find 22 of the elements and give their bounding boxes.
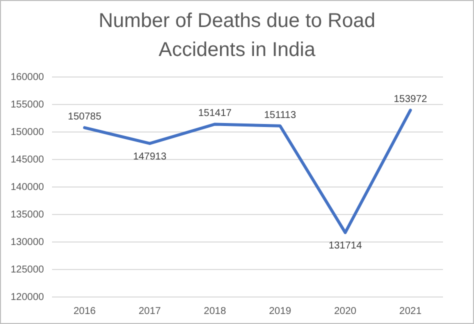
y-tick-label: 160000 [10,72,44,84]
y-tick-label: 140000 [10,182,44,194]
x-tick-label: 2018 [204,306,226,318]
x-tick-label: 2017 [138,306,162,318]
x-tick-label: 2020 [334,306,357,318]
y-tick-label: 145000 [10,154,44,166]
chart-title: Number of Deaths due to Road Accidents in India [98,10,376,61]
x-tick-label: 2019 [268,306,292,318]
data-label: 150785 [68,112,102,123]
x-tick-label: 2016 [73,306,96,318]
data-label: 147913 [133,151,167,162]
data-label: 131714 [328,240,362,252]
x-tick-label: 2021 [399,306,422,318]
y-tick-label: 155000 [10,100,44,111]
data-label: 151417 [198,108,232,120]
y-tick-label: 150000 [10,127,44,138]
y-tick-label: 120000 [10,292,44,304]
data-label: 151113 [264,110,296,121]
y-tick-label: 130000 [10,237,44,248]
y-tick-label: 135000 [10,210,44,221]
y-tick-label: 125000 [10,264,44,276]
data-label: 153972 [394,94,428,106]
